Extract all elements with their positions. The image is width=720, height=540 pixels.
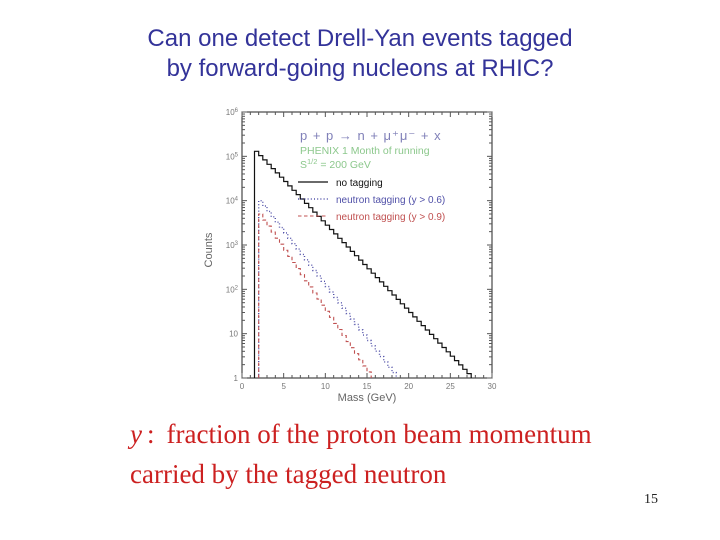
x-axis-title: Mass (GeV) — [338, 392, 397, 404]
y-tick-label: 1 — [234, 374, 239, 383]
y-tick-label: 106 — [226, 108, 239, 117]
x-tick-label: 25 — [446, 382, 455, 391]
x-tick-label: 15 — [363, 382, 372, 391]
y-tick-label: 10 — [229, 330, 238, 339]
x-tick-label: 30 — [488, 382, 497, 391]
slide-title-line2: by forward-going nucleons at RHIC? — [166, 55, 554, 82]
histogram-series — [253, 150, 472, 378]
annotation-energy: S1/2 = 200 GeV — [300, 157, 371, 171]
legend-label-no-tagging: no tagging — [336, 178, 383, 189]
x-tick-label: 5 — [281, 382, 286, 391]
y-tick-labels: 1 10 102 103 104 105 106 — [226, 108, 239, 383]
x-tick-label: 20 — [404, 382, 413, 391]
y-axis-title: Counts — [203, 232, 215, 267]
caption-text: y: fraction of the proton beam momentum c… — [130, 414, 592, 494]
series-no-tagging — [253, 150, 472, 378]
caption-colon: : — [146, 419, 155, 449]
annotation-phenix: PHENIX 1 Month of running — [300, 145, 430, 157]
slide-title-line1: Can one detect Drell-Yan events tagged — [147, 25, 573, 52]
caption-line2: carried by the tagged neutron — [130, 459, 447, 489]
series-neutron-tagging-y-0-6- — [258, 200, 397, 378]
caption-line1-text: fraction of the proton beam momentum — [166, 419, 592, 449]
caption-y-symbol: y — [130, 419, 142, 449]
reaction-formula: p + p → n + μ⁺μ⁻ + x — [300, 128, 442, 143]
axis-ticks — [241, 111, 493, 379]
x-tick-labels: 0 5 10 15 20 25 30 — [240, 382, 497, 391]
y-tick-label: 102 — [226, 285, 239, 294]
legend-label-neutron-tagging-06: neutron tagging (y > 0.6) — [336, 195, 445, 206]
legend-label-neutron-tagging-09: neutron tagging (y > 0.9) — [336, 212, 445, 223]
y-tick-label: 104 — [226, 197, 239, 206]
y-tick-label: 105 — [226, 152, 239, 161]
y-tick-label: 103 — [226, 241, 239, 250]
page-number: 15 — [644, 492, 658, 507]
chart-area: 1 10 102 103 104 105 106 0 5 10 15 20 25 30 p + p → … — [190, 96, 520, 411]
x-tick-label: 10 — [321, 382, 330, 391]
physics-plot: 1 10 102 103 104 105 106 0 5 10 15 20 25 30 p + p → … — [203, 108, 497, 404]
caption-line1: y: fraction of the proton beam momentum — [130, 414, 592, 454]
series-neutron-tagging-y-0-9- — [258, 213, 372, 378]
x-tick-label: 0 — [240, 382, 245, 391]
slide-title: Can one detect Drell-Yan events tagged b… — [0, 24, 720, 84]
legend: no tagging neutron tagging (y > 0.6) neu… — [298, 178, 445, 223]
